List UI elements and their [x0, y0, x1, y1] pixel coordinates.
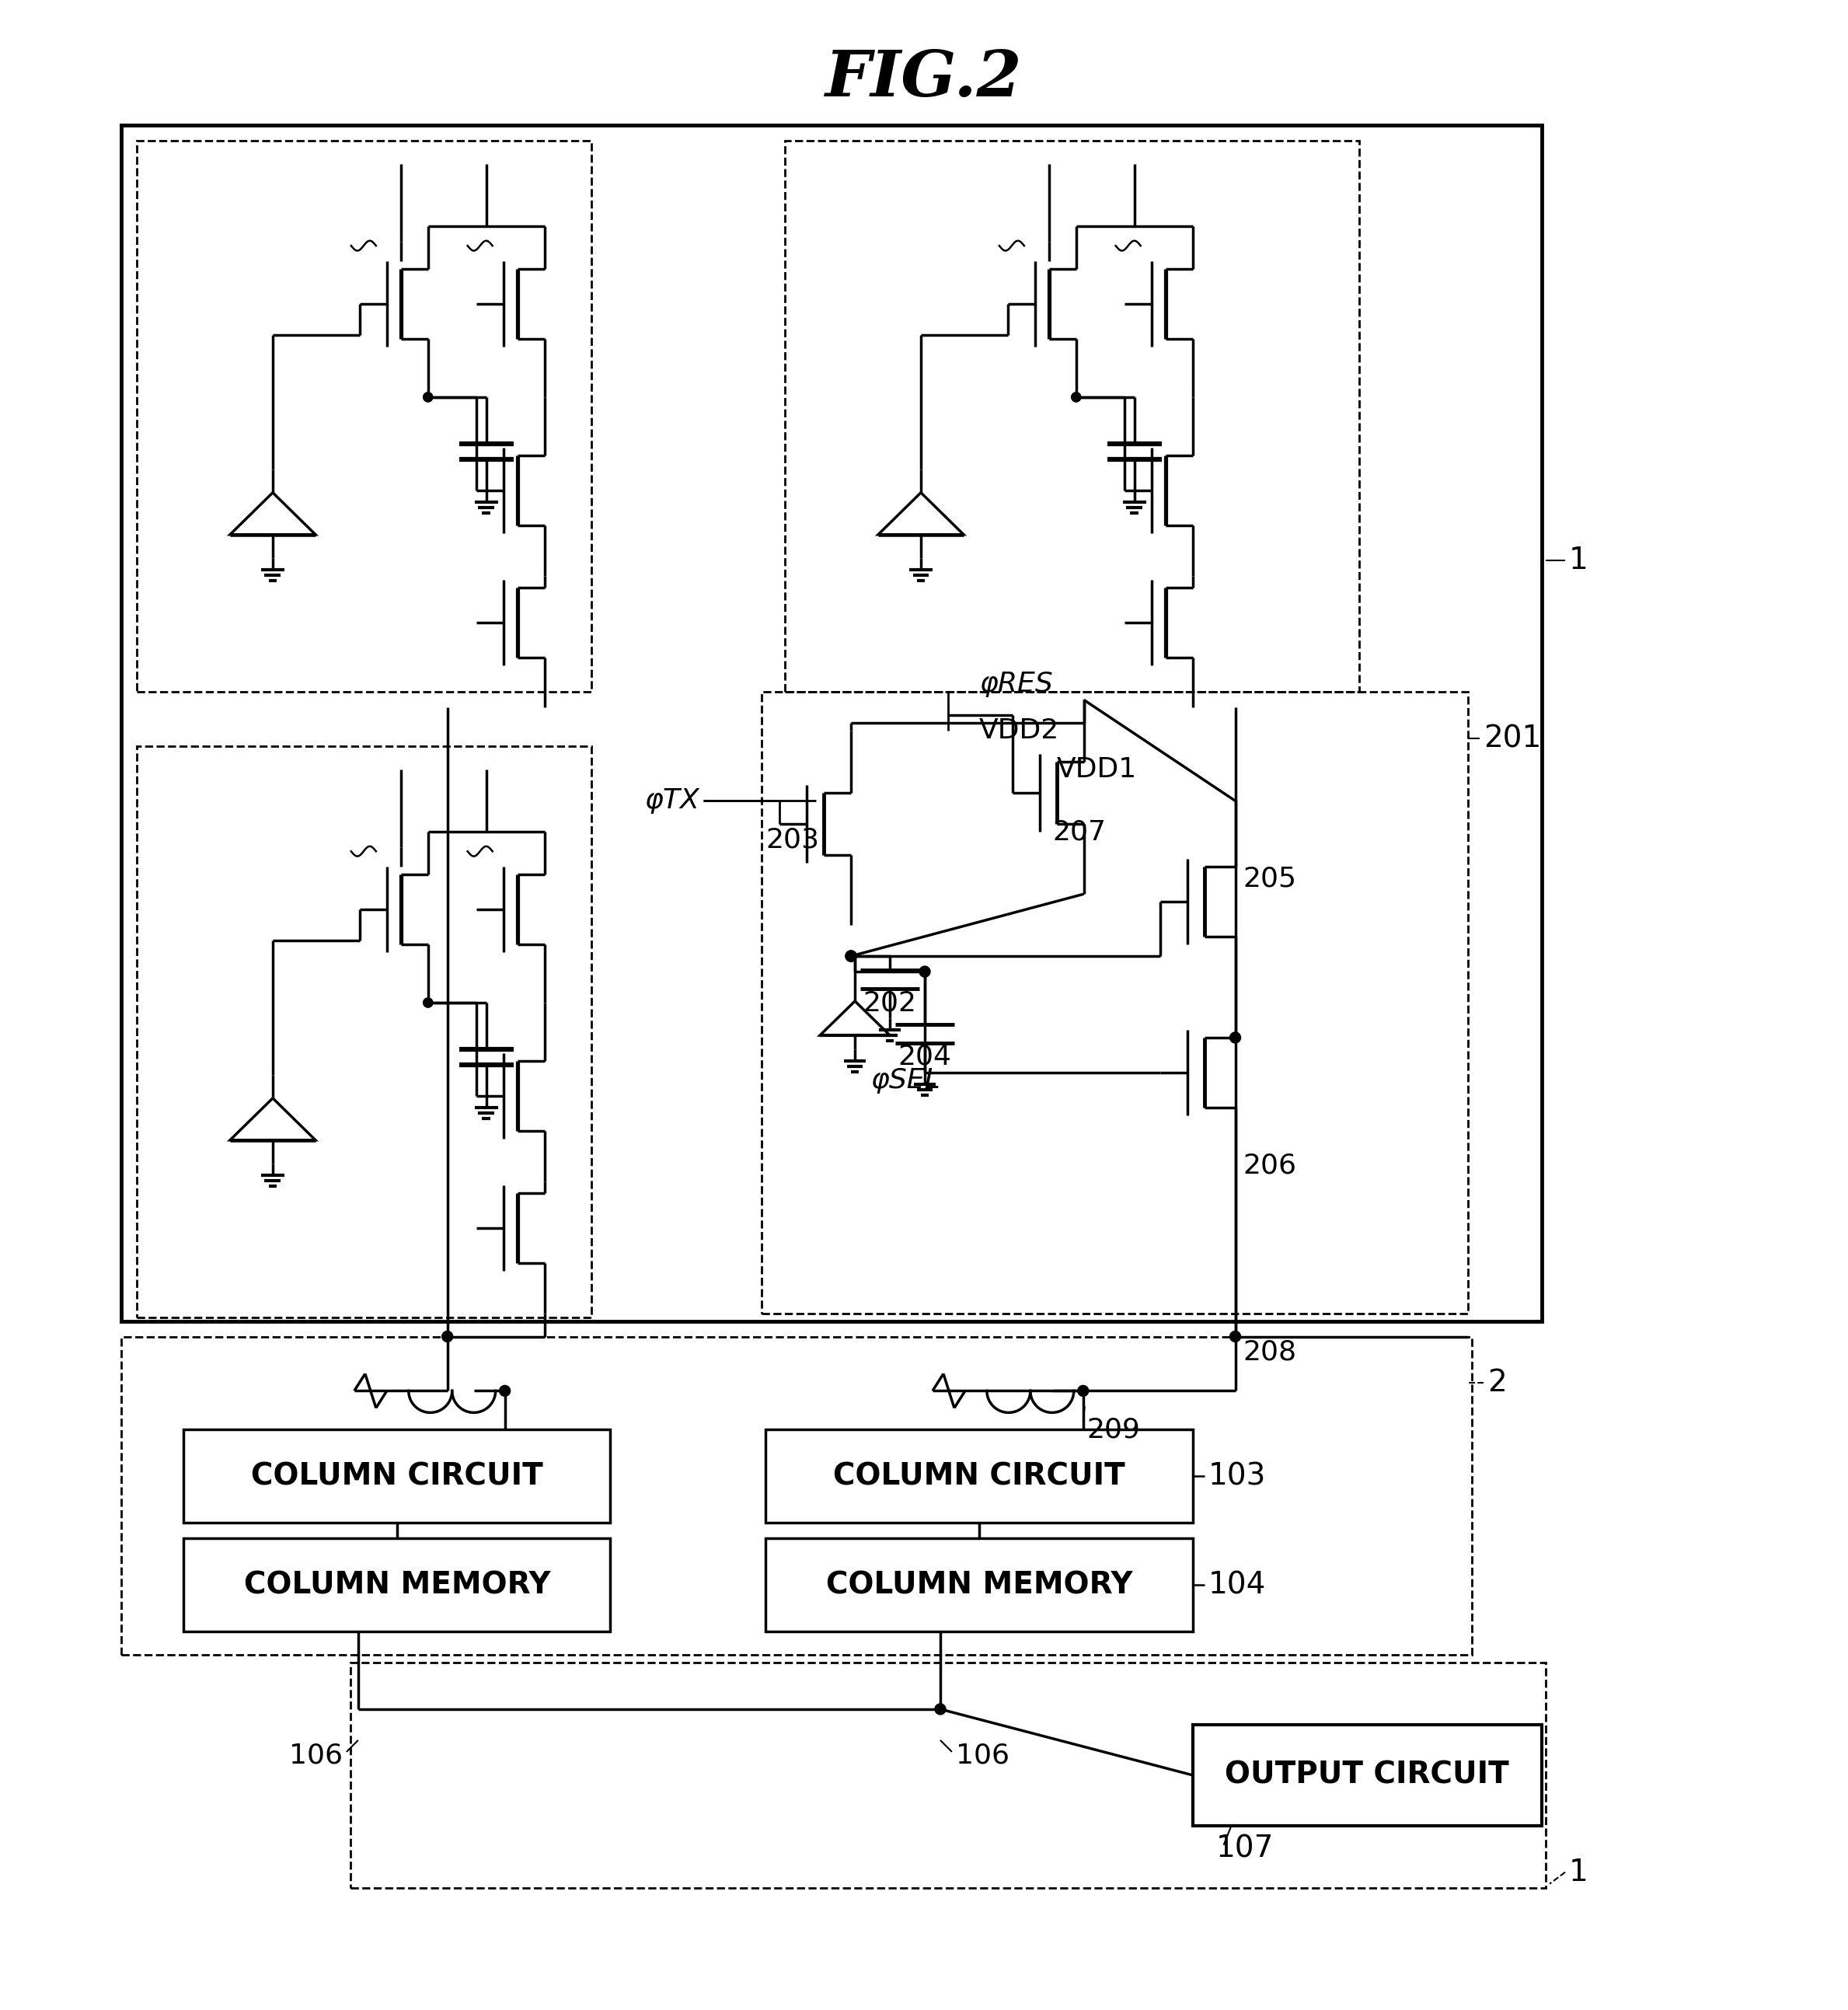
Circle shape — [846, 951, 856, 961]
Text: 204: 204 — [898, 1043, 952, 1069]
Text: φSEL: φSEL — [870, 1067, 941, 1093]
Bar — [122, 1337, 1473, 1654]
Text: 107: 107 — [1216, 1835, 1273, 1863]
Circle shape — [935, 1704, 946, 1715]
Circle shape — [846, 951, 856, 961]
Text: 106: 106 — [955, 1743, 1009, 1769]
Text: 1: 1 — [1569, 1857, 1589, 1887]
Text: 201: 201 — [1484, 724, 1541, 754]
Circle shape — [423, 999, 432, 1007]
Circle shape — [1072, 392, 1081, 402]
Text: 207: 207 — [1053, 818, 1107, 844]
Circle shape — [442, 1331, 453, 1343]
Bar — [122, 125, 1541, 1321]
Text: 202: 202 — [863, 989, 917, 1015]
Bar — [785, 141, 1360, 691]
Text: 209: 209 — [1087, 1417, 1140, 1443]
Circle shape — [423, 392, 432, 402]
Text: 1: 1 — [1569, 545, 1589, 575]
Text: COLUMN CIRCUIT: COLUMN CIRCUIT — [833, 1461, 1125, 1491]
Bar — [761, 691, 1467, 1313]
Text: φRES: φRES — [979, 671, 1053, 697]
Circle shape — [423, 392, 432, 402]
Circle shape — [1072, 392, 1081, 402]
Bar — [351, 1662, 1545, 1887]
Text: φTX: φTX — [645, 788, 700, 814]
Text: 2: 2 — [1488, 1369, 1506, 1397]
Circle shape — [1229, 1331, 1240, 1343]
Text: 208: 208 — [1244, 1339, 1297, 1365]
Bar — [765, 1538, 1192, 1632]
Circle shape — [846, 951, 856, 961]
Text: 203: 203 — [765, 826, 819, 852]
Bar — [765, 1429, 1192, 1524]
Bar — [137, 141, 591, 691]
Text: 205: 205 — [1244, 864, 1297, 892]
Text: COLUMN MEMORY: COLUMN MEMORY — [826, 1570, 1133, 1600]
Bar — [1192, 1725, 1541, 1825]
Text: 106: 106 — [288, 1743, 342, 1769]
Circle shape — [918, 967, 930, 977]
Text: FIG.2: FIG.2 — [826, 48, 1022, 111]
Circle shape — [1077, 1385, 1088, 1397]
Text: VDD1: VDD1 — [1057, 756, 1137, 784]
Bar — [137, 746, 591, 1317]
Text: 206: 206 — [1244, 1152, 1297, 1180]
Text: COLUMN CIRCUIT: COLUMN CIRCUIT — [251, 1461, 543, 1491]
Text: 104: 104 — [1209, 1570, 1266, 1600]
Text: 103: 103 — [1209, 1461, 1266, 1491]
Circle shape — [499, 1385, 510, 1397]
Bar — [183, 1538, 610, 1632]
Bar — [183, 1429, 610, 1524]
Text: COLUMN MEMORY: COLUMN MEMORY — [244, 1570, 551, 1600]
Circle shape — [1229, 1033, 1240, 1043]
Text: VDD2: VDD2 — [979, 718, 1059, 744]
Circle shape — [423, 999, 432, 1007]
Text: OUTPUT CIRCUIT: OUTPUT CIRCUIT — [1225, 1761, 1510, 1791]
